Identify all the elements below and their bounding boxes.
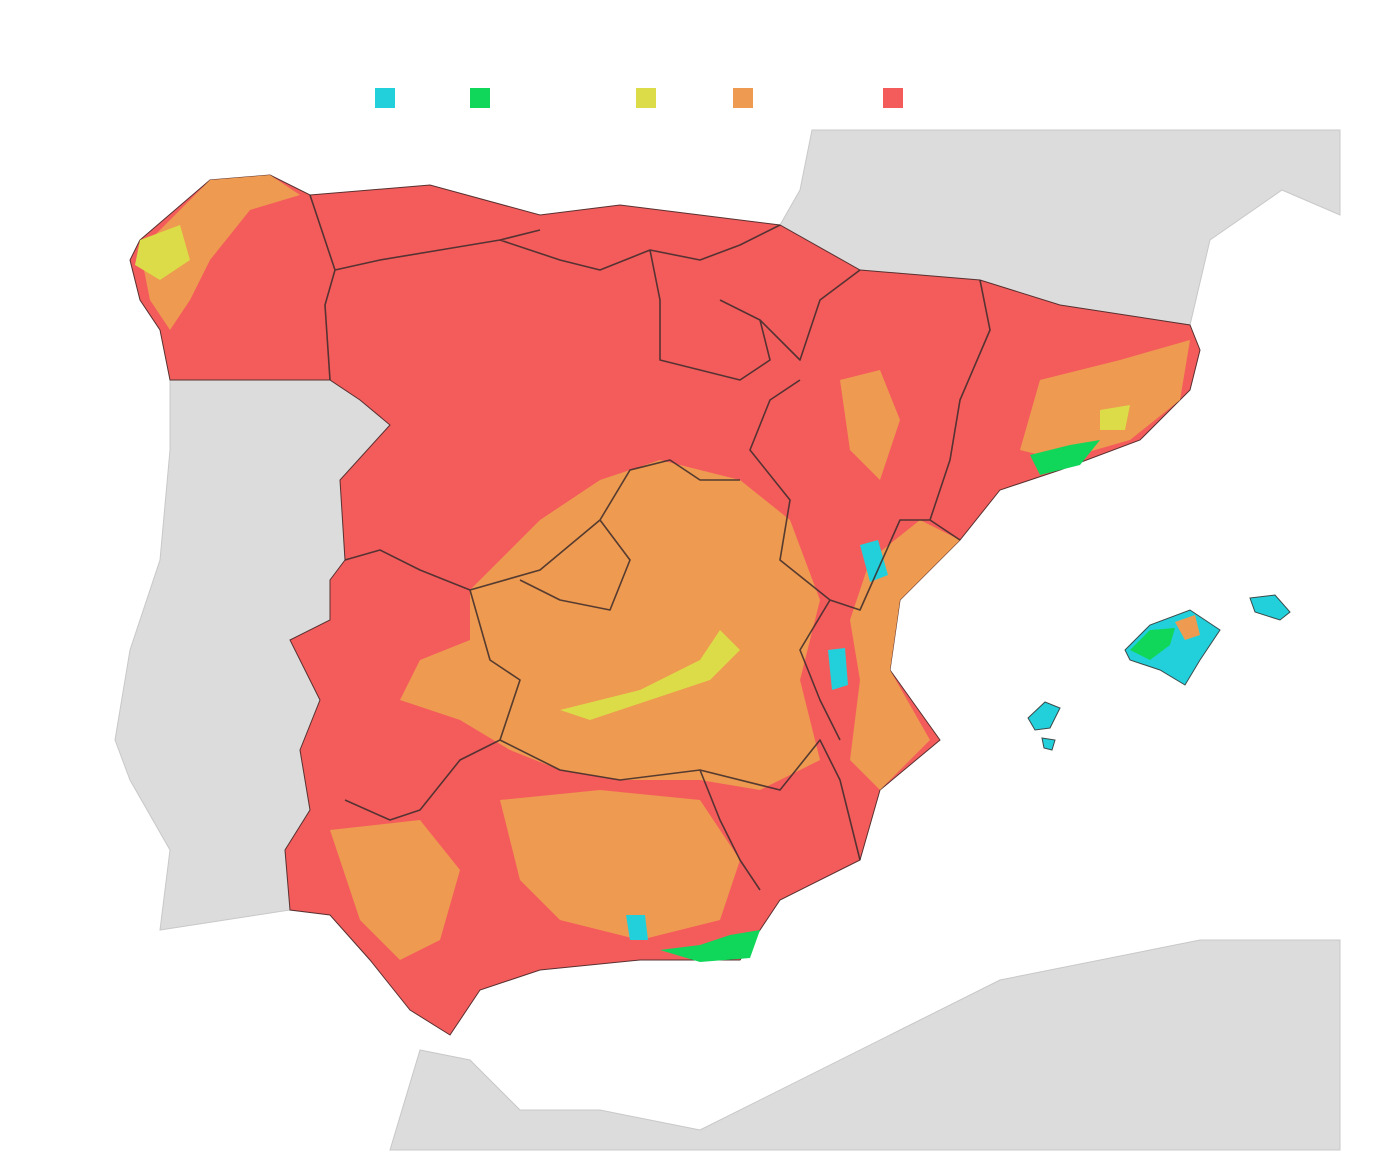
mallorca-green xyxy=(1130,628,1175,660)
legend-swatch xyxy=(636,88,656,108)
spain xyxy=(129,174,1201,1036)
formentera xyxy=(1041,737,1056,751)
mallorca-orange xyxy=(1175,615,1200,640)
legend-swatch xyxy=(733,88,753,108)
legend xyxy=(375,88,903,108)
orange-zone xyxy=(850,520,960,790)
orange-zone xyxy=(400,460,820,790)
menorca xyxy=(1249,594,1291,621)
orange-zone xyxy=(500,790,740,940)
ibiza xyxy=(1027,701,1061,731)
legend-swatch xyxy=(470,88,490,108)
orange-zone xyxy=(1020,340,1190,460)
cyan-zone xyxy=(828,648,848,690)
legend-swatch xyxy=(883,88,903,108)
region-border xyxy=(309,194,991,891)
africa xyxy=(389,939,1341,1151)
orange-zone xyxy=(140,175,300,330)
yellow-zone xyxy=(1100,405,1130,430)
orange-zone xyxy=(840,370,900,480)
green-zone xyxy=(1030,440,1100,475)
orange-zone xyxy=(330,820,460,960)
legend-swatch xyxy=(375,88,395,108)
yellow-zone xyxy=(135,225,190,280)
cyan-zone xyxy=(626,915,648,940)
neighbouring-land xyxy=(114,129,1341,1151)
balearic-islands xyxy=(1027,594,1291,751)
green-zone xyxy=(660,930,760,962)
cyan-zone xyxy=(860,540,888,582)
yellow-zone xyxy=(560,630,740,720)
